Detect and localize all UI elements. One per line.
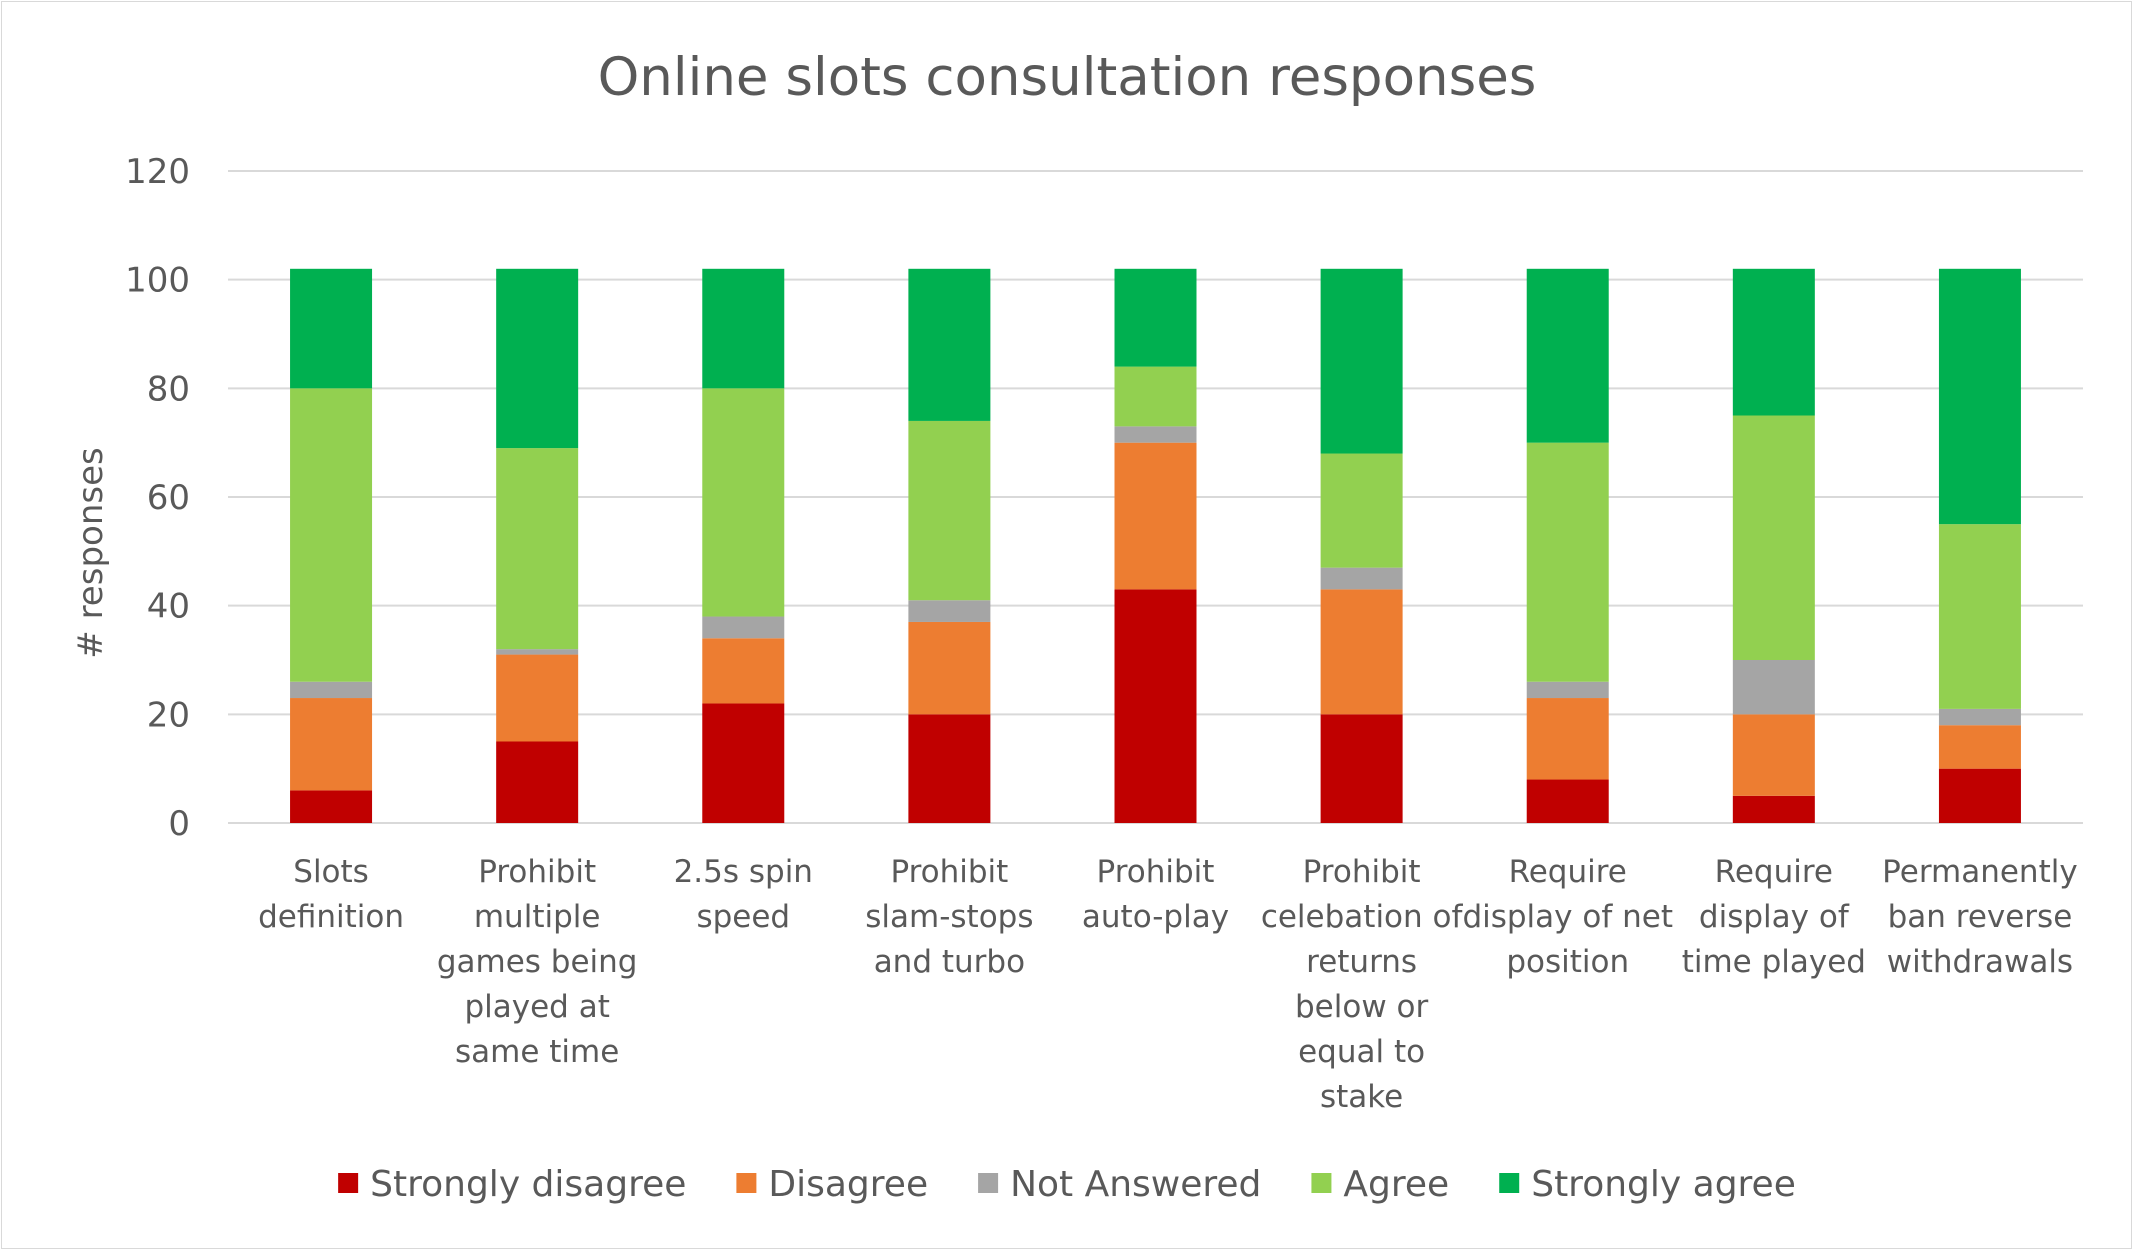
- bar-segment-7-strongly-agree: [1526, 268, 1609, 443]
- bar-segment-9-agree: [1938, 524, 2021, 709]
- y-tick-label-0: 0: [168, 804, 190, 844]
- bars: [290, 268, 2021, 823]
- bar-segment-5-not-answered: [1114, 426, 1197, 443]
- x-category-label-5: Prohibit auto-play: [1082, 854, 1229, 935]
- bar-segment-3-disagree: [702, 638, 785, 704]
- bar-segment-6-agree: [1320, 453, 1403, 568]
- y-axis-title: # responses: [71, 447, 111, 658]
- legend-swatch-not-answered: [978, 1173, 999, 1193]
- bar-segment-1-disagree: [290, 698, 373, 791]
- bar-segment-2-strongly-agree: [496, 268, 579, 449]
- bar-segment-3-strongly-agree: [702, 268, 785, 389]
- bar-segment-8-agree: [1732, 415, 1815, 660]
- bar-segment-8-strongly-disagree: [1732, 795, 1815, 823]
- x-category-label-2: Prohibit multiple games being played at same…: [437, 854, 638, 1070]
- x-category-label-9: Permanently ban reverse withdrawals: [1882, 854, 2078, 980]
- legend-label-strongly-agree: Strongly agree: [1531, 1164, 1796, 1205]
- bar-segment-7-disagree: [1526, 698, 1609, 780]
- chart-title: Online slots consultation responses: [598, 47, 1537, 108]
- bar-segment-6-strongly-agree: [1320, 268, 1403, 454]
- x-axis-category-labels: Slots definition Prohibit multiple games bei…: [258, 854, 2078, 1115]
- legend-label-agree: Agree: [1343, 1164, 1449, 1205]
- legend-swatch-agree: [1311, 1173, 1332, 1193]
- bar-segment-6-strongly-disagree: [1320, 714, 1403, 823]
- bar-segment-5-agree: [1114, 366, 1197, 427]
- bar-segment-2-not-answered: [496, 649, 579, 655]
- legend-swatch-strongly-agree: [1499, 1173, 1520, 1193]
- y-axis-ticks: 0 20 40 60 80 100 120: [125, 152, 190, 844]
- y-tick-label-80: 80: [147, 369, 190, 409]
- bar-segment-4-strongly-agree: [908, 268, 991, 421]
- y-tick-label-120: 120: [125, 152, 190, 192]
- x-category-label-4: Prohibit slam-stops and turbo: [865, 854, 1033, 980]
- bar-segment-4-not-answered: [908, 600, 991, 622]
- bar-segment-7-strongly-disagree: [1526, 779, 1609, 823]
- legend-label-disagree: Disagree: [768, 1164, 928, 1205]
- y-tick-label-20: 20: [147, 695, 190, 735]
- bar-segment-7-agree: [1526, 442, 1609, 682]
- bar-segment-9-strongly-agree: [1938, 268, 2021, 525]
- bar-segment-3-strongly-disagree: [702, 703, 785, 823]
- bar-segment-2-strongly-disagree: [496, 741, 579, 823]
- bar-segment-2-disagree: [496, 654, 579, 742]
- x-category-label-8: Require display of time played: [1682, 854, 1866, 980]
- bar-segment-5-disagree: [1114, 442, 1197, 590]
- y-tick-label-60: 60: [147, 478, 190, 518]
- y-tick-label-100: 100: [125, 261, 190, 301]
- bar-segment-1-agree: [290, 388, 373, 682]
- bar-segment-2-agree: [496, 448, 579, 650]
- bar-segment-3-agree: [702, 388, 785, 617]
- bar-segment-8-not-answered: [1732, 660, 1815, 715]
- x-category-label-3: 2.5s spin speed: [674, 854, 813, 935]
- bar-segment-4-agree: [908, 420, 991, 601]
- bar-segment-9-strongly-disagree: [1938, 768, 2021, 823]
- legend-swatch-disagree: [736, 1173, 757, 1193]
- legend-swatch-strongly-disagree: [338, 1173, 359, 1193]
- bar-segment-1-strongly-agree: [290, 268, 373, 389]
- bar-segment-5-strongly-agree: [1114, 268, 1197, 367]
- x-category-label-7: Require display of net position: [1462, 854, 1673, 980]
- bar-segment-8-strongly-agree: [1732, 268, 1815, 416]
- x-category-label-6: Prohibit celebation of returns below or equa…: [1261, 854, 1464, 1115]
- bar-segment-9-disagree: [1938, 725, 2021, 769]
- bar-segment-1-not-answered: [290, 681, 373, 699]
- bar-segment-1-strongly-disagree: [290, 790, 373, 823]
- bar-segment-6-disagree: [1320, 589, 1403, 715]
- bar-segment-6-not-answered: [1320, 567, 1403, 590]
- bar-segment-8-disagree: [1732, 714, 1815, 796]
- legend: Strongly disagree Disagree Not Answered Agr…: [338, 1164, 1796, 1205]
- bar-segment-4-strongly-disagree: [908, 714, 991, 823]
- bar-segment-7-not-answered: [1526, 681, 1609, 699]
- bar-segment-4-disagree: [908, 621, 991, 715]
- y-tick-label-40: 40: [147, 587, 190, 627]
- x-category-label-1: Slots definition: [258, 854, 404, 935]
- bar-segment-3-not-answered: [702, 616, 785, 639]
- legend-label-not-answered: Not Answered: [1010, 1164, 1261, 1205]
- legend-label-strongly-disagree: Strongly disagree: [370, 1164, 686, 1205]
- bar-segment-5-strongly-disagree: [1114, 589, 1197, 823]
- bar-segment-9-not-answered: [1938, 708, 2021, 726]
